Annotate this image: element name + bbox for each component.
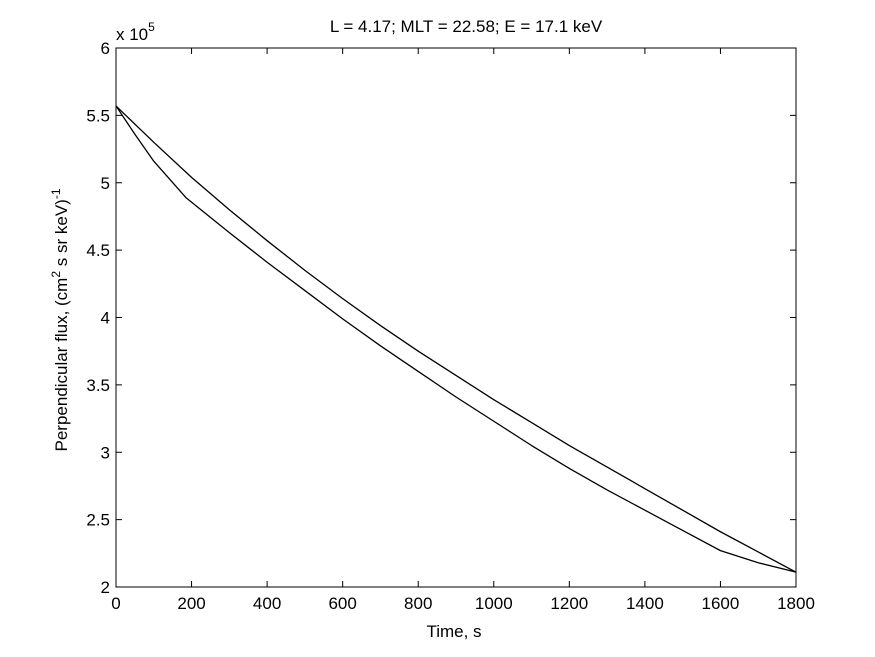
series-line-2 [115, 105, 797, 573]
y-tick-label: 2.5 [86, 511, 110, 530]
x-tick-label: 200 [177, 594, 205, 613]
x-tick-label: 1400 [626, 594, 664, 613]
y-axis-label-sup1: 2 [49, 271, 63, 278]
y-tick-label: 3.5 [86, 376, 110, 395]
y-axis-label: Perpendicular flux, (cm2 s sr keV)-1 [49, 188, 71, 451]
x-tick-label: 1200 [550, 594, 588, 613]
y-tick-label: 2 [101, 578, 110, 597]
x-tick-label: 1600 [702, 594, 740, 613]
y-tick-label: 5.5 [86, 106, 110, 125]
x-axis-label: Time, s [426, 622, 481, 641]
x-tick-label: 800 [404, 594, 432, 613]
y-multiplier-exponent: 5 [148, 20, 155, 34]
y-tick-label: 5 [101, 174, 110, 193]
x-tick-label: 400 [253, 594, 281, 613]
series-layer [115, 105, 797, 573]
y-tick-label: 6 [101, 39, 110, 58]
x-tick-label: 1800 [777, 594, 815, 613]
x-tick-label: 600 [328, 594, 356, 613]
y-axis-label-sup2: -1 [49, 188, 63, 199]
y-axis-label-mid: s sr keV) [52, 199, 71, 271]
series-line-1 [115, 105, 797, 573]
y-tick-label: 4 [101, 309, 110, 328]
y-axis-label-main: Perpendicular flux, (cm [52, 278, 71, 452]
x-tick-label: 0 [111, 594, 120, 613]
x-tick-label: 1000 [475, 594, 513, 613]
x-axis-ticks: 0 200 400 600 800 1000 1200 1400 1600 1800 [111, 48, 815, 613]
y-tick-label: 3 [101, 443, 110, 462]
y-tick-label: 4.5 [86, 241, 110, 260]
y-multiplier-base: x 10 [116, 25, 148, 44]
y-multiplier: x 105 [116, 20, 155, 44]
y-axis-ticks: 2 2.5 3 3.5 4 4.5 5 5.5 6 [86, 39, 796, 597]
chart-title: L = 4.17; MLT = 22.58; E = 17.1 keV [330, 17, 603, 36]
